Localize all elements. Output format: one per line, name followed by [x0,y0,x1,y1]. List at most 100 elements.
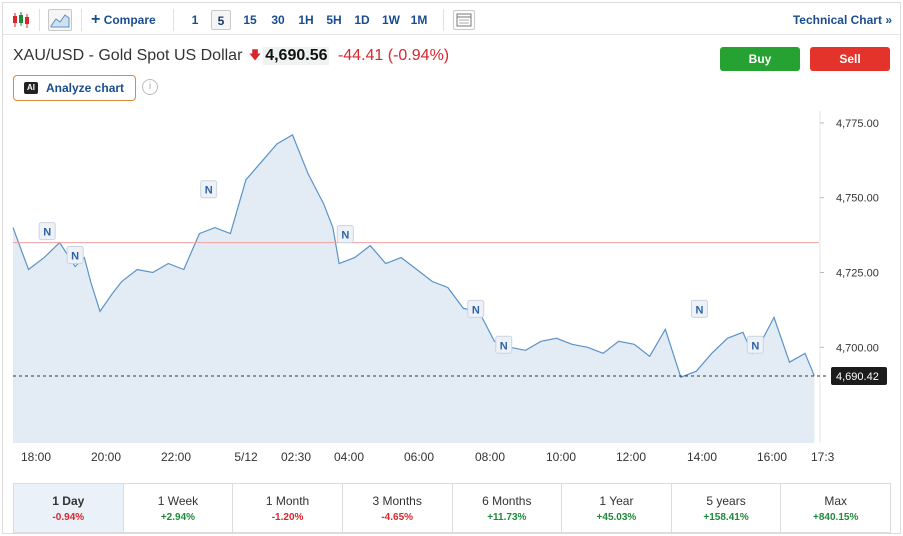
period-change: +840.15% [813,512,859,523]
period-change: -1.20% [271,512,304,523]
x-tick-label: 22:00 [161,450,191,464]
interval-1d[interactable]: 1D [354,13,370,27]
news-marker-label: N [205,185,213,197]
interval-1w[interactable]: 1W [382,13,400,27]
news-marker-label: N [341,230,349,242]
x-tick-label: 08:00 [475,450,505,464]
performance-periods: 1 Day -0.94% 1 Week +2.94% 1 Month -1.20% 3 Mo… [13,483,891,533]
price-line [12,134,815,378]
news-marker-label: N [500,340,508,352]
period-change: -4.65% [381,512,414,523]
period-tab[interactable]: 5 years +158.41% [672,484,782,532]
news-marker[interactable] [495,335,513,354]
period-tab[interactable]: 1 Week +2.94% [124,484,234,532]
y-tick-label: 4,700.00 [836,342,879,354]
interval-15[interactable]: 15 [243,13,257,27]
x-tick-label: 17:3 [811,450,835,464]
technical-chart-label: Technical Chart [792,13,882,27]
period-tab[interactable]: Max +840.15% [781,484,890,532]
plus-icon: + [91,11,101,28]
period-label: 5 years [706,494,746,508]
x-tick-label: 5/12 [234,450,258,464]
news-marker[interactable] [66,246,84,265]
news-marker-label: N [472,304,480,316]
y-tick-label: 4,725.00 [836,268,879,280]
y-tick-label: 4,775.00 [836,118,879,130]
period-label: 1 Week [157,494,199,508]
buy-button[interactable]: Buy [720,47,800,71]
last-price-badge [831,366,887,385]
price-chart[interactable]: Investing.com4,775.004,750.004,725.004,7… [3,3,900,473]
x-tick-label: 02:30 [281,450,311,464]
period-change: +45.03% [596,512,637,523]
interval-1[interactable]: 1 [191,13,199,27]
period-label: 1 Year [599,494,634,508]
interval-30[interactable]: 30 [271,13,285,27]
period-tab[interactable]: 1 Month -1.20% [233,484,343,532]
instrument-title: XAU/USD - Gold Spot US Dollar [13,47,243,64]
news-marker-label: N [43,227,51,239]
down-arrow-icon: 🡇 [248,48,262,62]
news-marker[interactable] [467,299,485,318]
instrument-header: XAU/USD - Gold Spot US Dollar 🡇 4,690.56 … [13,46,449,67]
x-tick-label: 16:00 [757,450,787,464]
news-marker[interactable] [200,180,218,199]
chart-toolbar: + Compare 1 5 15 30 1H 5H 1D 1W 1M Techn… [3,3,900,35]
x-tick-label: 14:00 [687,450,717,464]
interval-1h[interactable]: 1H [298,13,314,27]
period-label: 1 Month [265,494,310,508]
period-change: +2.94% [160,512,196,523]
last-price-label: 4,690.42 [836,371,879,383]
news-marker-label: N [695,304,703,316]
x-tick-label: 10:00 [546,450,576,464]
period-tab[interactable]: 1 Year +45.03% [562,484,672,532]
table-view-icon[interactable] [453,10,475,30]
change-value: -44.41 [337,47,384,64]
double-chevron-right-icon: » [885,13,892,27]
ai-icon: AI [24,82,38,94]
news-marker[interactable] [336,225,354,244]
price-area [13,134,815,443]
analyze-chart-button[interactable]: AI Analyze chart [13,75,136,101]
period-label: 1 Day [52,494,85,508]
period-change: +11.73% [487,512,527,523]
compare-button[interactable]: + Compare [91,10,156,30]
x-tick-label: 12:00 [616,450,646,464]
toolbar-divider [443,9,444,31]
news-marker-label: N [751,340,759,352]
news-marker[interactable] [746,335,764,354]
period-label: 6 Months [482,494,532,508]
interval-5[interactable]: 5 [211,10,231,30]
period-label: Max [824,494,848,508]
period-label: 3 Months [372,494,422,508]
candlestick-chart-icon[interactable] [12,11,32,34]
y-tick-label: 4,750.00 [836,193,879,205]
toolbar-divider [81,9,82,31]
news-marker-label: N [71,251,79,263]
last-price: 4,690.56 [263,47,330,65]
x-tick-label: 18:00 [21,450,51,464]
price-change: -44.41 (-0.94%) [338,47,449,64]
period-change: +158.41% [703,512,749,523]
period-change: -0.94% [52,512,85,523]
x-tick-label: 06:00 [404,450,434,464]
toolbar-divider [39,9,40,31]
technical-chart-link[interactable]: Technical Chart » [793,10,892,30]
info-icon[interactable]: i [142,79,158,95]
change-percent: (-0.94%) [387,47,450,64]
toolbar-divider [173,9,174,31]
interval-1m[interactable]: 1M [410,13,428,27]
compare-label: Compare [103,13,156,27]
sell-button[interactable]: Sell [810,47,890,71]
area-chart-icon[interactable] [48,9,72,31]
x-tick-label: 04:00 [334,450,364,464]
news-marker[interactable] [38,222,56,241]
news-marker[interactable] [690,299,708,318]
analyze-chart-label: Analyze chart [46,81,125,95]
interval-5h[interactable]: 5H [326,13,342,27]
period-tab[interactable]: 3 Months -4.65% [343,484,453,532]
x-tick-label: 20:00 [91,450,121,464]
period-tab[interactable]: 1 Day -0.94% [14,484,124,532]
period-tab[interactable]: 6 Months +11.73% [453,484,563,532]
